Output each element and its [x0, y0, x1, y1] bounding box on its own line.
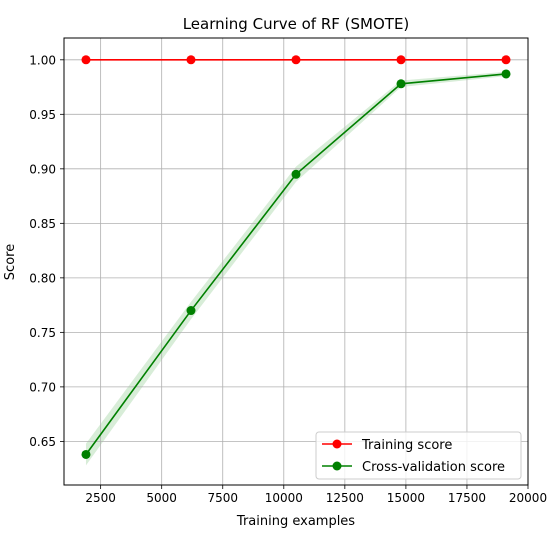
y-tick-label: 0.70 — [29, 380, 56, 394]
x-axis-label: Training examples — [236, 514, 355, 529]
y-tick-label: 0.90 — [29, 162, 56, 176]
data-point-0-2 — [291, 55, 301, 65]
data-point-0-3 — [396, 55, 406, 65]
legend-swatch-cv-marker — [332, 461, 342, 471]
plot-area-frame — [63, 37, 529, 486]
y-axis-label: Score — [3, 244, 18, 280]
legend-label-cv: Cross-validation score — [362, 460, 505, 475]
data-point-1-4 — [501, 69, 511, 79]
x-tick-label: 15000 — [387, 491, 425, 505]
y-tick-label: 0.75 — [29, 326, 56, 340]
x-axis-ticks: 2500 5000 7500 10000 12500 15000 17500 20000 — [85, 485, 547, 505]
data-point-1-2 — [291, 169, 301, 179]
y-tick-label: 1.00 — [29, 53, 56, 67]
data-point-1-0 — [81, 449, 91, 459]
y-axis-ticks: 0.65 0.70 0.75 0.80 0.85 0.90 0.95 1.00 — [29, 53, 64, 449]
data-point-0-4 — [501, 55, 511, 65]
data-point-1-1 — [186, 306, 196, 316]
data-point-0-0 — [81, 55, 91, 65]
data-point-0-1 — [186, 55, 196, 65]
y-tick-label: 0.95 — [29, 108, 56, 122]
x-tick-label: 20000 — [509, 491, 547, 505]
legend-swatch-training-marker — [332, 439, 342, 449]
y-tick-label: 0.65 — [29, 435, 56, 449]
x-tick-label: 17500 — [448, 491, 486, 505]
y-tick-label: 0.85 — [29, 217, 56, 231]
x-tick-label: 7500 — [207, 491, 238, 505]
y-tick-label: 0.80 — [29, 271, 56, 285]
legend-label-training: Training score — [361, 438, 452, 453]
x-tick-label: 2500 — [85, 491, 116, 505]
data-point-1-3 — [396, 79, 406, 89]
legend-box — [315, 431, 522, 480]
chart-title: Learning Curve of RF (SMOTE) — [183, 15, 410, 33]
x-tick-label: 10000 — [265, 491, 303, 505]
series-layer — [81, 55, 511, 459]
x-tick-label: 12500 — [326, 491, 364, 505]
legend: Training score Cross-validation score — [315, 431, 522, 480]
x-tick-label: 5000 — [146, 491, 177, 505]
